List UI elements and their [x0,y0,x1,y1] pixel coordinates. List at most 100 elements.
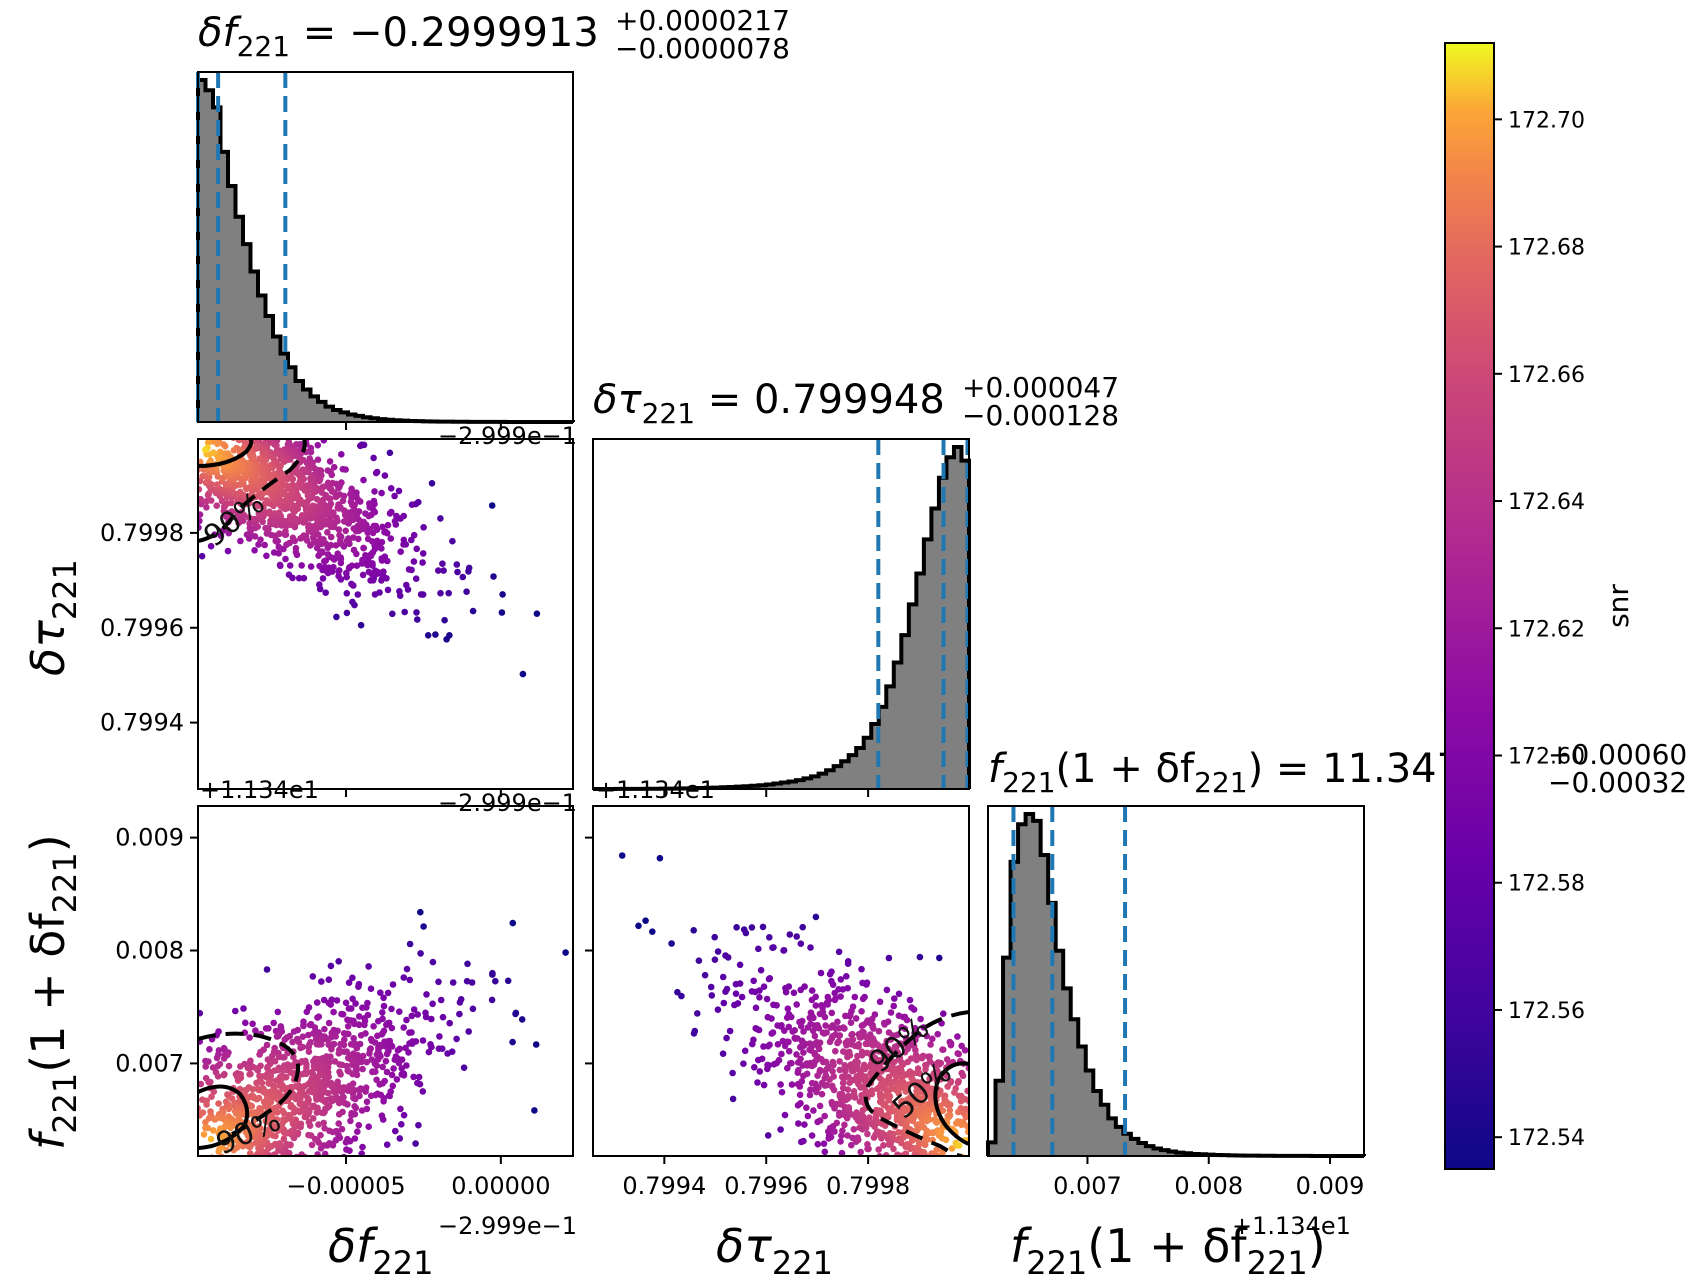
scatter-point [917,1164,924,1171]
scatter-point [419,1037,427,1044]
scatter-point [393,512,400,520]
scatter-point [910,1006,918,1013]
scatter-point [823,1081,831,1089]
scatter-point [348,1109,355,1117]
hist-bar-df-15 [310,396,319,422]
scatter-point [807,1086,814,1093]
scatter-point [330,1088,337,1095]
scatter-point [210,1127,217,1134]
scatter-point [858,1052,866,1059]
scatter-point [841,1025,848,1032]
scatter-point [816,1066,824,1074]
scatter-point [214,1062,222,1070]
scatter-point [321,1025,328,1033]
xtick-label-dtau-0: 0.7994 [622,1172,706,1200]
scatter-point [282,555,289,563]
scatter-point [313,544,321,552]
ytick-label-dtau-1: 0.7996 [100,614,184,642]
scatter-point [246,1065,253,1072]
scatter-point [355,1086,362,1094]
panel-frame-df-hist [197,71,574,423]
scatter-point [355,1121,363,1129]
scatter-point [817,969,825,977]
scatter-point [724,954,732,961]
scatter-point [253,1079,260,1087]
scatter-point [741,1047,749,1055]
ytick-label-dtau-2: 0.7998 [100,519,184,547]
scatter-point [841,1121,848,1129]
scatter-point [220,1172,227,1179]
scatter-point [326,484,334,492]
offset-label-df-mid: −2.999e−1 [438,789,577,817]
scatter-point [198,511,204,518]
scatter-point [870,1025,877,1032]
scatter-point [233,1162,240,1169]
scatter-point [361,1021,368,1029]
scatter-point [912,1161,919,1168]
scatter-point [927,1041,934,1048]
scatter-point [332,542,340,549]
scatter-point [276,530,283,537]
scatter-point [235,439,243,444]
scatter-point [338,451,345,458]
hist-bar-f-5 [1025,814,1034,1156]
scatter-point [389,610,396,618]
scatter-point [246,1150,254,1156]
scatter-point [726,1027,734,1035]
scatter-point [469,1005,477,1013]
scatter-point [821,1013,829,1021]
scatter-point [906,996,914,1004]
scatter-point [238,508,246,516]
scatter-point [265,1025,272,1032]
hist-bar-df-3 [220,151,229,422]
scatter-point [419,1088,427,1095]
scatter-point [234,428,241,435]
scatter-point [946,1107,954,1114]
scatter-point [200,1131,208,1138]
scatter-point [299,1033,307,1040]
xtick-label-df-1: 0.00000 [451,1172,550,1200]
scatter-point [345,979,353,986]
scatter-point [907,1157,914,1164]
scatter-point [423,991,430,998]
scatter-point [850,1088,858,1095]
axis-labels: δf221 δτ221 f221(1 + δf221) δτ221 f221(1… [21,559,1326,1278]
scatter-point [395,487,403,495]
scatter-point [937,1128,945,1136]
scatter-point [959,1072,967,1080]
scatter-point [339,497,347,505]
hist-bar-f-10 [1063,988,1072,1156]
scatter-point [334,504,342,512]
scatter-point [232,1179,239,1186]
scatter-point [372,469,380,477]
scatter-point [321,563,329,571]
scatter-point [283,1206,290,1213]
scatter-point [955,1092,963,1100]
colorbar-gradient [1444,42,1495,1170]
scatter-point [305,1031,312,1039]
scatter-point [977,1082,984,1089]
hist-bar-dtau-49 [961,460,970,789]
scatter-point [234,1174,241,1181]
scatter-point [258,1079,266,1087]
scatter-point [343,569,350,577]
scatter-point [252,1027,259,1034]
scatter-point [228,508,236,515]
scatter-point [289,481,297,489]
scatter-point [327,962,335,970]
hist-bar-df-16 [318,401,326,422]
scatter-point [287,1103,295,1110]
scatter-point [242,1019,249,1027]
scatter-point [251,547,258,554]
scatter-point [690,927,697,934]
scatter-point [283,1140,290,1148]
scatter-point [350,546,358,554]
scatter-point [342,999,350,1007]
scatter-point [387,1088,395,1095]
scatter-point [957,1097,965,1105]
scatter-point [387,535,395,542]
scatter-point [357,1032,365,1039]
scatter-point [420,524,427,531]
scatter-point [837,976,845,983]
scatter-point [335,1120,343,1127]
